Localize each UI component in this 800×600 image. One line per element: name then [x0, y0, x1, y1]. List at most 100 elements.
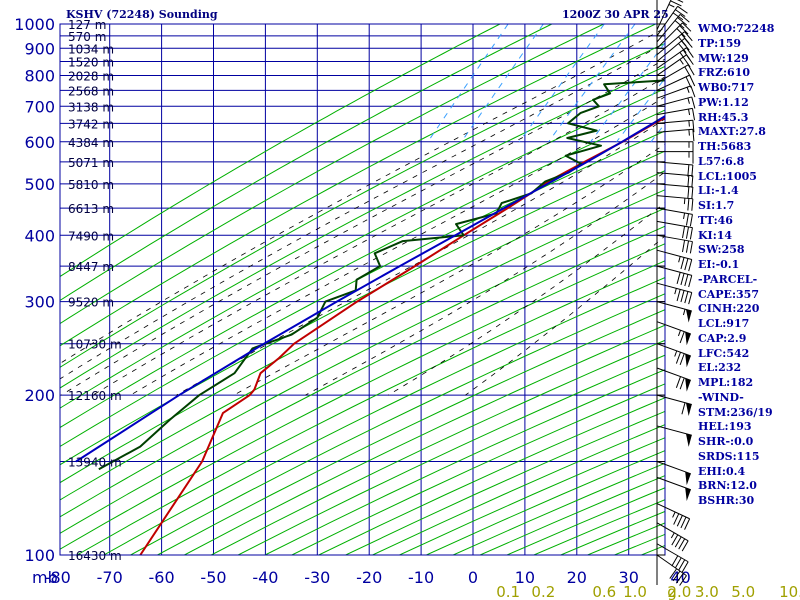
- wind-barb-staff: [656, 31, 685, 56]
- wind-barb-flag: [690, 85, 696, 98]
- wind-barb-flag: [680, 290, 685, 303]
- wind-barb-half: [688, 108, 691, 116]
- wind-barb: [656, 161, 694, 178]
- dry-adiabat: [60, 225, 665, 534]
- temperature-tick-label: -50: [200, 568, 226, 587]
- wind-barb-flag: [680, 516, 687, 529]
- mixing-ratio-line: [461, 24, 544, 143]
- wind-barb-pennant: [685, 331, 691, 346]
- mixing-ratio-label: 10.0: [779, 583, 800, 600]
- index-item: LCL:1005: [698, 169, 757, 183]
- index-item: CINH:220: [698, 302, 760, 316]
- height-label: 3138 m: [68, 100, 114, 114]
- wind-barb-flag: [677, 0, 684, 3]
- dry-adiabat: [60, 24, 604, 325]
- wind-barb-flag: [691, 164, 694, 178]
- wind-barb-staff: [656, 249, 692, 260]
- mixing-ratio-line: [548, 24, 636, 143]
- index-item: TT:46: [698, 213, 733, 227]
- wind-barb-flag: [676, 272, 681, 285]
- wind-barb-flag: [684, 38, 693, 48]
- wind-barb-staff: [656, 321, 691, 335]
- temperature-tick-label: 30: [619, 568, 639, 587]
- moist-adiabat: [60, 58, 665, 396]
- wind-barb-pennant: [685, 433, 692, 447]
- wind-barb-half: [683, 198, 686, 205]
- wind-barb-flag: [681, 40, 690, 51]
- wind-barb-half: [682, 309, 686, 316]
- index-item: EHI:0.4: [698, 464, 746, 478]
- wind-barb-flag: [685, 226, 690, 239]
- wind-barb-flag: [691, 198, 694, 211]
- wind-barb-flag: [677, 17, 688, 26]
- wind-barb: [656, 74, 696, 91]
- wind-barb: [656, 461, 691, 486]
- wind-barb: [656, 394, 692, 417]
- wind-barb-flag: [674, 20, 685, 29]
- height-label: 12160 m: [68, 389, 122, 403]
- wind-barb: [656, 522, 689, 552]
- wind-barb-flag: [674, 557, 682, 569]
- wind-barb-staff: [656, 522, 689, 542]
- wind-barb-pennant: [685, 378, 691, 392]
- wind-barb-flag: [679, 377, 685, 390]
- wind-barb-half: [687, 97, 690, 104]
- wind-barb-flag: [681, 402, 686, 415]
- wind-barb-flag: [678, 43, 687, 53]
- pressure-tick-label: 400: [24, 226, 55, 245]
- wind-barb-staff: [656, 119, 693, 124]
- pressure-tick-label: 900: [24, 39, 55, 58]
- temperature-tick-label: 20: [567, 568, 587, 587]
- wind-barb-flag: [673, 513, 680, 525]
- temperature-tick-label: -30: [304, 568, 330, 587]
- wind-barb-flag: [676, 289, 681, 302]
- wind-barb-flag: [672, 570, 681, 582]
- dry-adiabat: [103, 276, 665, 555]
- dry-adiabat: [60, 243, 665, 550]
- index-item: -PARCEL-: [698, 272, 758, 286]
- index-item: MW:129: [698, 51, 749, 65]
- dry-adiabat: [60, 150, 665, 466]
- wind-barb: [656, 183, 694, 199]
- indices-panel: WMO:72248 TP:159 MW:129 FRZ:610 WB0:717 PW:1.…: [698, 22, 774, 509]
- moist-adiabat: [130, 96, 665, 396]
- dry-adiabat: [60, 189, 665, 501]
- index-item: SI:1.7: [698, 199, 735, 212]
- height-label: 6613 m: [68, 202, 114, 216]
- wind-barb-staff: [656, 14, 681, 43]
- wind-barb-staff: [656, 96, 692, 107]
- mixing-ratio-label: 5.0: [731, 583, 755, 600]
- height-label: 1520 m: [68, 55, 114, 69]
- temperature-tick-label: -20: [356, 568, 382, 587]
- index-item: TH:5683: [698, 140, 752, 153]
- wind-barb-staff: [656, 282, 692, 293]
- wind-barb-staff: [656, 85, 691, 99]
- index-item: BSHR:30: [698, 494, 755, 507]
- wind-barb-staff: [656, 22, 683, 49]
- wind-barb-flag: [679, 331, 685, 344]
- wind-barb: [656, 0, 658, 24]
- wind-barb: [656, 321, 691, 346]
- wind-barb-staff: [656, 37, 685, 62]
- wind-barb-flag: [689, 241, 693, 254]
- height-label: 5071 m: [68, 156, 114, 170]
- wind-barb-flag: [679, 14, 690, 23]
- wind-barb-half: [679, 52, 684, 58]
- wind-barb-flag: [684, 291, 689, 304]
- wind-barb-flag: [684, 31, 693, 42]
- mixing-ratio-label: 2.0: [667, 583, 691, 600]
- wind-barb-flag: [675, 352, 681, 364]
- wind-barb: [656, 554, 687, 586]
- temperature-tick-label: -80: [45, 568, 71, 587]
- wind-barb-staff: [656, 265, 692, 276]
- wind-barb: [656, 119, 695, 133]
- wind-barb: [656, 343, 691, 368]
- wind-barb: [656, 220, 693, 240]
- wind-barb-flag: [688, 275, 693, 288]
- wind-barb-flag: [684, 274, 689, 287]
- dry-adiabat: [60, 24, 656, 347]
- wind-barb-flag: [685, 213, 690, 226]
- wind-barb-pennant: [685, 309, 692, 323]
- index-item: HEL:193: [698, 420, 752, 434]
